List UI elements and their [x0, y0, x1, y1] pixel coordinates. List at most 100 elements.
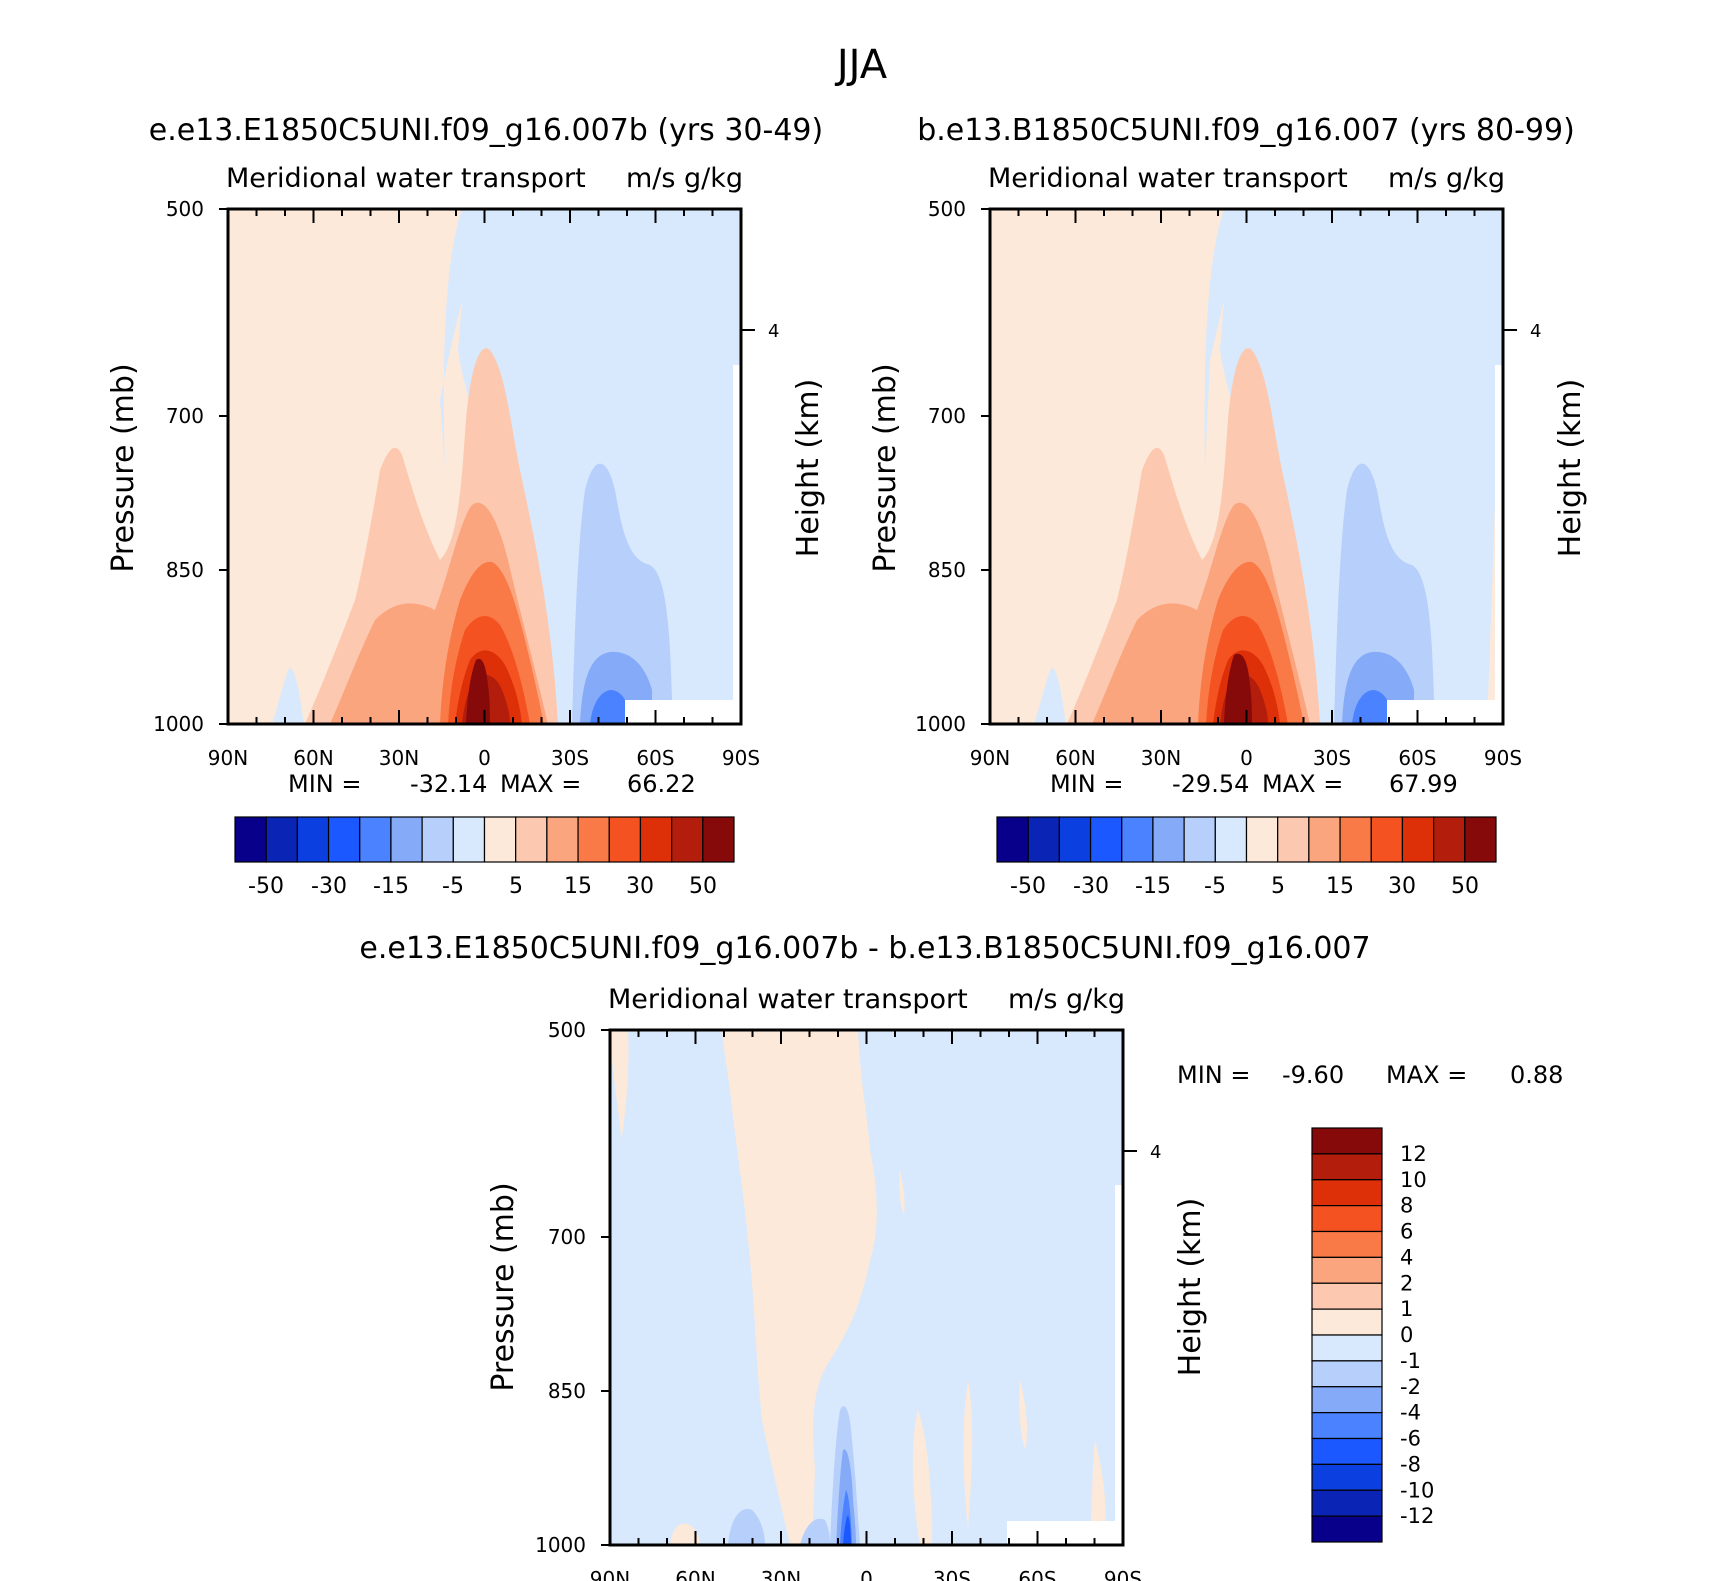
panel-3-x-tick: 90N	[590, 1567, 630, 1581]
panel-2-min-label: MIN =	[1050, 770, 1123, 798]
panel-3-missing-data	[1115, 1185, 1123, 1545]
panel-3-x-tick: 30S	[933, 1567, 971, 1581]
panel-3-positive-region	[722, 1030, 877, 1545]
colorbar-swatch	[265, 816, 298, 863]
colorbar-swatch	[1311, 1360, 1383, 1388]
panel-1-y-axis: 500 700 850 1000	[153, 197, 204, 736]
panel-1-missing-data	[733, 365, 741, 724]
panel-3-x-tick: 30N	[761, 1567, 801, 1581]
panel-3-positive-region	[612, 1030, 629, 1140]
panel-1-right-tick-label: 4	[768, 321, 779, 342]
panel-1-positive-region	[466, 658, 490, 724]
panel-2-negative-region	[1352, 690, 1392, 724]
panel-1-x-tick: 30N	[379, 746, 419, 770]
colorbar-swatch	[1245, 816, 1279, 863]
panel-2-missing-data	[1495, 365, 1503, 724]
panel-2-x-tick: 60N	[1055, 746, 1095, 770]
panel-2-y-tick: 1000	[915, 712, 966, 736]
panel-3-colorbar-label: 4	[1400, 1245, 1413, 1269]
panel-2-left-string: Meridional water transport	[988, 163, 1348, 194]
colorbar-swatch	[1433, 816, 1466, 863]
panel-2-max-value: 67.99	[1389, 770, 1458, 798]
panel-1-x-tick: 30S	[551, 746, 589, 770]
panel-2-right-string: m/s g/kg	[1388, 163, 1505, 194]
panel-1-colorbar-label: -50	[248, 874, 284, 899]
colorbar-swatch	[296, 816, 330, 863]
colorbar-swatch	[1311, 1515, 1383, 1543]
panel-2-colorbar-label: 15	[1326, 874, 1354, 899]
colorbar-swatch	[1311, 1489, 1383, 1517]
panel-3-y-label: Pressure (mb)	[486, 1182, 521, 1391]
panel-3-negative-region	[728, 1509, 765, 1545]
colorbar-swatch	[1464, 816, 1497, 863]
panel-1-negative-region	[590, 690, 630, 724]
panel-1-colorbar-label: 50	[689, 874, 717, 899]
panel-1-contour-field	[228, 209, 741, 724]
panel-3-colorbar-label: 6	[1400, 1220, 1413, 1244]
panel-3-y-axis: 500 700 850 1000	[535, 1018, 586, 1557]
panel-2-colorbar-label: 5	[1271, 874, 1285, 899]
panel-3-colorbar-label: 0	[1400, 1323, 1413, 1347]
panel-1-colorbar-label: 5	[509, 874, 523, 899]
panel-1-x-tick: 60S	[636, 746, 674, 770]
panel-3-y-tick: 1000	[535, 1533, 586, 1557]
panel-3-field-background	[610, 1030, 1123, 1545]
colorbar-swatch	[1311, 1412, 1383, 1440]
panel-1-x-tick: 90S	[722, 746, 760, 770]
panel-2-contour-field	[990, 209, 1503, 724]
colorbar-swatch	[1089, 816, 1123, 863]
panel-3-max-value: 0.88	[1510, 1061, 1563, 1089]
colorbar-swatch	[1311, 1127, 1383, 1155]
panel-1-x-tick: 60N	[293, 746, 333, 770]
colorbar-swatch	[1339, 816, 1372, 863]
colorbar-swatch	[327, 816, 361, 863]
panel-3-colorbar-label: 10	[1400, 1168, 1427, 1192]
panel-2-colorbar-label: 30	[1388, 874, 1416, 899]
panel-1-colorbar-label: -30	[311, 874, 347, 899]
panel-2-stats: MIN = -29.54 MAX = 67.99	[1050, 770, 1458, 798]
panel-2: b.e13.B1850C5UNI.f09_g16.007 (yrs 80-99)…	[868, 113, 1588, 899]
panel-1-negative-region	[440, 209, 741, 724]
panel-2-x-tick: 30N	[1141, 746, 1181, 770]
panel-2-tick-marks	[981, 208, 1517, 725]
panel-3-positive-region	[963, 1380, 973, 1530]
colorbar-swatch	[1370, 816, 1404, 863]
panel-2-y-tick: 500	[928, 197, 966, 221]
colorbar-swatch	[1311, 1463, 1383, 1491]
colorbar-swatch	[671, 816, 704, 863]
panel-1-max-value: 66.22	[627, 770, 696, 798]
colorbar-swatch	[1277, 816, 1310, 863]
colorbar-swatch	[483, 816, 517, 863]
colorbar-swatch	[1058, 816, 1092, 863]
panel-1-left-string: Meridional water transport	[226, 163, 586, 194]
panel-1: e.e13.E1850C5UNI.f09_g16.007b (yrs 30-49…	[106, 113, 826, 899]
panel-3-colorbar-label: 12	[1400, 1142, 1427, 1166]
panel-2-title: b.e13.B1850C5UNI.f09_g16.007 (yrs 80-99)	[917, 113, 1575, 148]
panel-3-positive-region	[670, 1523, 700, 1545]
panel-1-colorbar-label: -15	[373, 874, 409, 899]
colorbar-swatch	[359, 816, 392, 863]
panel-1-colorbar: -50 -30 -15 -5 5 15 30 50	[234, 816, 735, 899]
panel-3-colorbar-label: -2	[1400, 1375, 1421, 1399]
panel-1-y-tick: 850	[166, 558, 204, 582]
figure-title: JJA	[834, 42, 888, 88]
panel-2-y-tick: 700	[928, 404, 966, 428]
panel-3-colorbar-label: -6	[1400, 1427, 1421, 1451]
panel-2-x-tick: 90S	[1484, 746, 1522, 770]
colorbar-swatch	[1311, 1308, 1383, 1336]
panel-1-y-tick: 1000	[153, 712, 204, 736]
panel-3-left-string: Meridional water transport	[608, 984, 968, 1015]
colorbar-swatch	[1311, 1386, 1383, 1414]
panel-3-x-tick: 60S	[1018, 1567, 1056, 1581]
colorbar-swatch	[1311, 1153, 1383, 1181]
panel-2-right-tick-label: 4	[1530, 321, 1541, 342]
panel-1-tick-marks	[219, 208, 755, 725]
panel-1-x-tick: 90N	[208, 746, 248, 770]
panel-3-y-tick: 500	[548, 1018, 586, 1042]
panel-1-y-tick: 500	[166, 197, 204, 221]
panel-1-x-tick: 0	[478, 746, 491, 770]
panel-3-positive-region	[912, 1410, 932, 1545]
colorbar-swatch	[1311, 1282, 1383, 1310]
panel-2-x-tick: 30S	[1313, 746, 1351, 770]
